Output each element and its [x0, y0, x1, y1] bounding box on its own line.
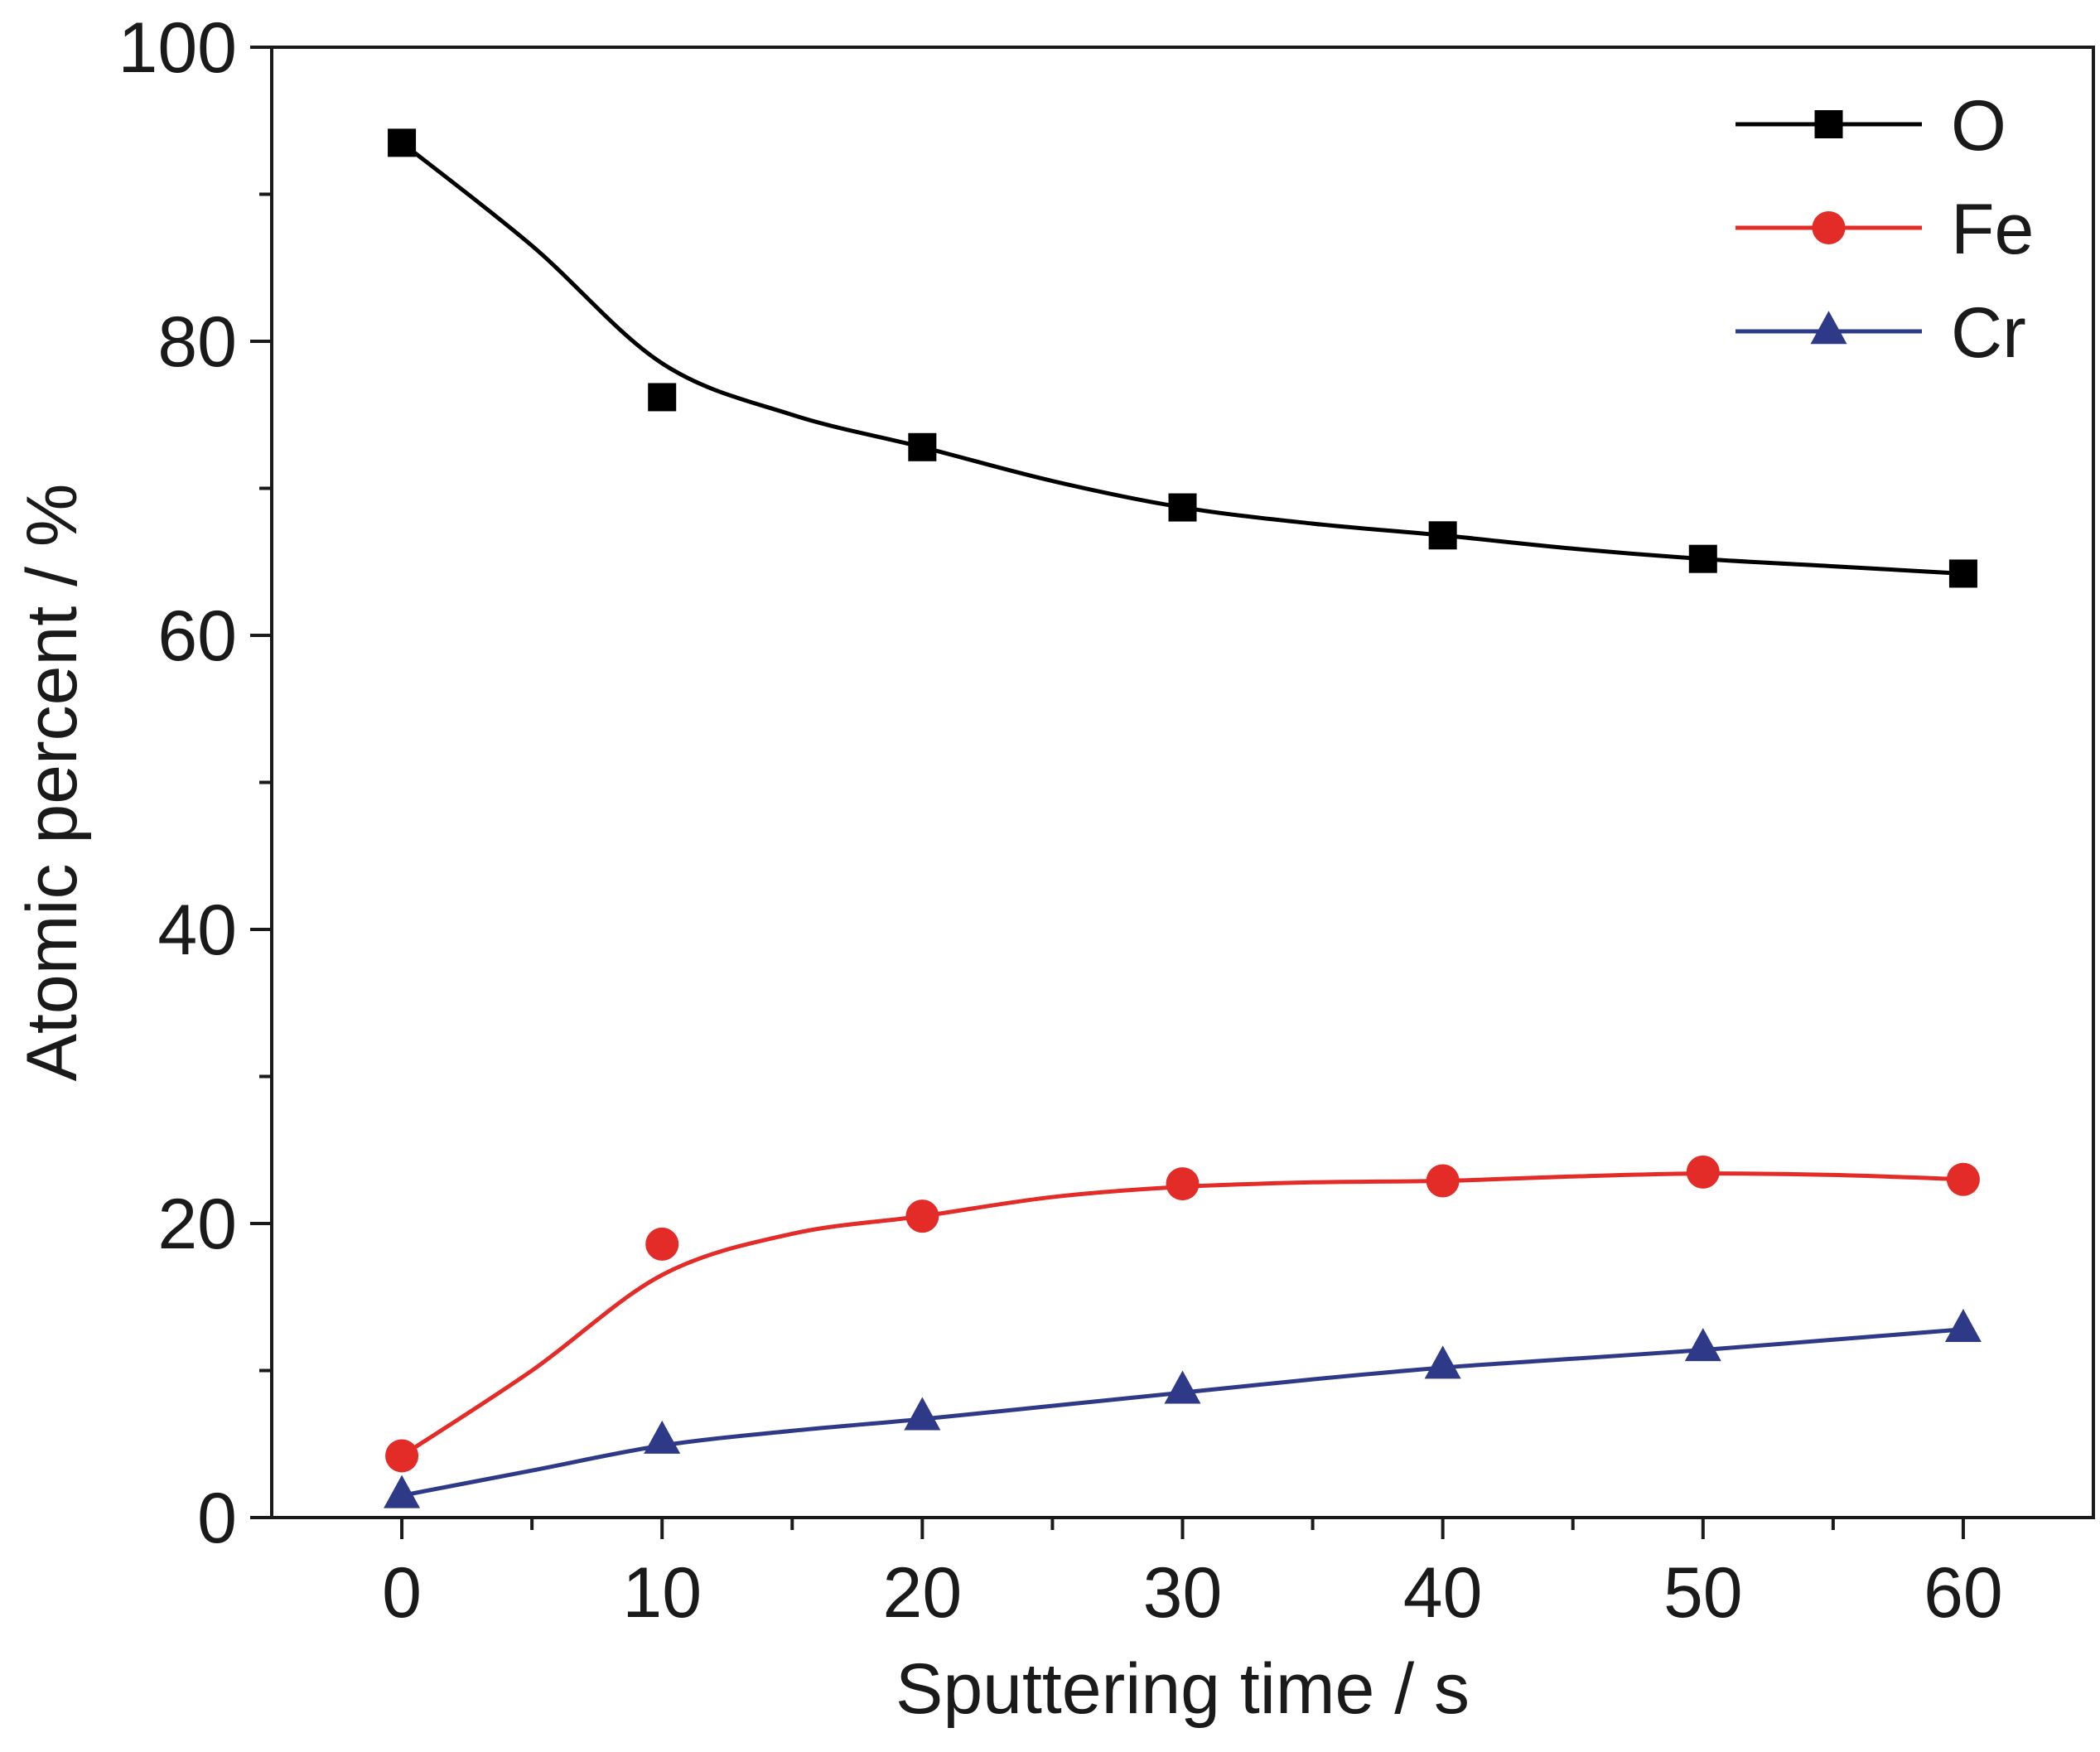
y-tick-label: 60: [157, 596, 237, 676]
legend-label-o: O: [1951, 86, 2006, 166]
x-tick-label: 0: [382, 1553, 422, 1633]
legend-label-fe: Fe: [1951, 190, 2034, 269]
data-point-cr: [1684, 1328, 1721, 1362]
data-point-o: [388, 128, 417, 157]
y-tick-label: 100: [118, 8, 238, 88]
data-point-cr: [1424, 1345, 1461, 1379]
x-tick-label: 20: [883, 1553, 963, 1633]
data-point-fe: [1166, 1167, 1200, 1201]
axis-ticks: [250, 46, 1965, 1539]
data-point-fe: [1426, 1164, 1460, 1198]
data-markers: [384, 128, 1982, 1508]
data-point-o: [1168, 493, 1197, 522]
data-point-fe: [645, 1227, 679, 1261]
y-axis-title: Atomic percent / %: [12, 484, 92, 1082]
data-point-cr: [1944, 1309, 1982, 1342]
y-tick-label: 40: [157, 890, 237, 970]
data-point-fe: [1946, 1162, 1980, 1196]
data-point-cr: [644, 1420, 681, 1454]
legend-marker-cr: [1810, 311, 1847, 345]
data-point-o: [648, 383, 677, 412]
data-point-cr: [1164, 1370, 1201, 1404]
series-line-fe: [399, 1171, 1966, 1458]
data-point-o: [1428, 521, 1457, 550]
data-point-cr: [384, 1474, 421, 1508]
x-tick-label: 30: [1143, 1553, 1223, 1633]
legend-marker-o: [1814, 110, 1843, 138]
fit-curves: [399, 140, 1966, 1498]
data-point-o: [908, 432, 937, 461]
x-tick-label: 60: [1924, 1553, 2003, 1633]
y-tick-label: 80: [157, 302, 237, 382]
series-line-cr: [399, 1327, 1966, 1498]
axes: [270, 46, 2095, 1519]
y-tick-label: 0: [197, 1479, 237, 1558]
data-point-fe: [385, 1439, 419, 1473]
x-tick-label: 40: [1403, 1553, 1483, 1633]
data-point-fe: [905, 1199, 939, 1233]
data-point-o: [1688, 544, 1717, 573]
legend-label-cr: Cr: [1951, 293, 2026, 373]
data-point-fe: [1686, 1155, 1720, 1189]
x-tick-label: 10: [622, 1553, 702, 1633]
data-point-cr: [904, 1397, 941, 1431]
legend-marker-fe: [1812, 211, 1846, 244]
tick-labels: 0 10 20 30 40 50 60 0 20 40 60 80 100: [118, 8, 2003, 1633]
y-tick-label: 20: [157, 1185, 237, 1264]
legend: O Fe Cr: [1736, 86, 2034, 373]
x-axis-title: Sputtering time / s: [896, 1649, 1470, 1729]
data-point-o: [1948, 559, 1977, 588]
x-tick-label: 50: [1663, 1553, 1743, 1633]
plot-area-frame: [270, 46, 2095, 1519]
